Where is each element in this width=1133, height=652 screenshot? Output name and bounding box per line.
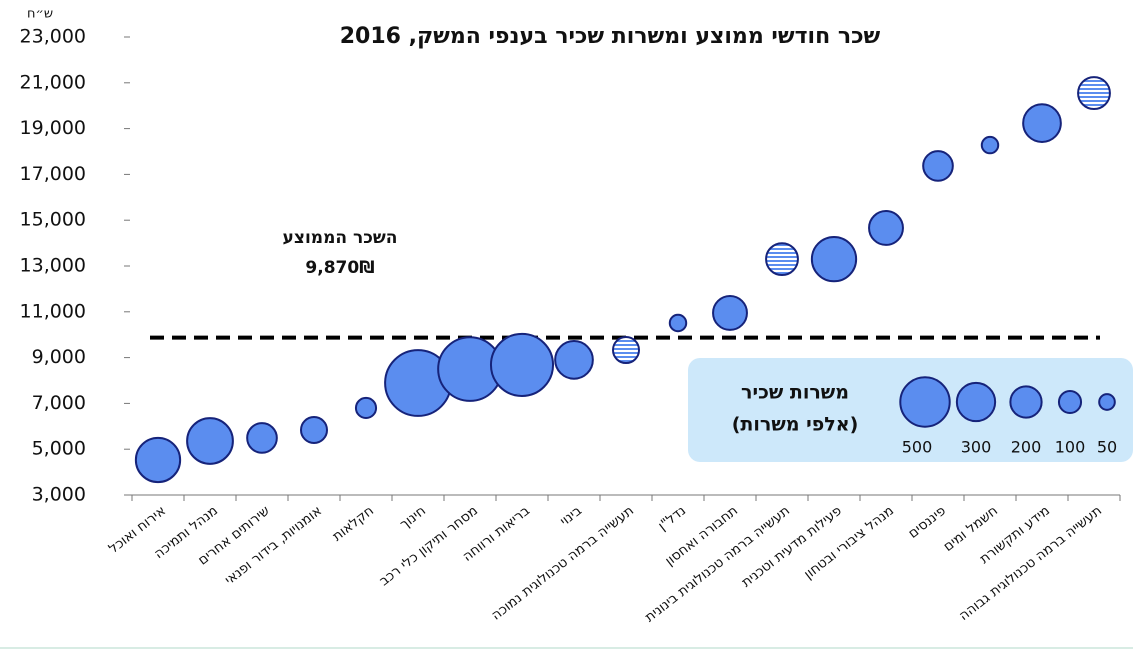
bubble bbox=[668, 313, 688, 333]
bubble bbox=[712, 294, 748, 331]
y-tick-label: 5,000 bbox=[32, 438, 86, 460]
y-tick-label: 7,000 bbox=[32, 392, 86, 414]
y-unit: ש״ח bbox=[27, 7, 53, 22]
y-tick-label: 21,000 bbox=[20, 71, 86, 93]
x-tick-label: אומנויות, בידור ופנאי bbox=[222, 503, 325, 589]
legend-bubble bbox=[955, 381, 997, 423]
legend-label: 500 bbox=[902, 438, 933, 457]
y-tick-label: 17,000 bbox=[20, 163, 86, 185]
y-tick-label: 11,000 bbox=[20, 300, 86, 322]
legend-bubble bbox=[899, 376, 951, 428]
legend-title: משרות שכיר bbox=[741, 382, 849, 404]
chart-title: שכר חודשי ממוצע ומשרות שכיר בענפי המשק, … bbox=[340, 24, 881, 49]
y-tick-label: 9,000 bbox=[32, 346, 86, 368]
x-tick-label: נדל"ן bbox=[655, 503, 689, 534]
legend-label: 100 bbox=[1055, 438, 1086, 457]
bubble bbox=[246, 422, 278, 454]
bubble bbox=[554, 340, 594, 380]
legend-bubble bbox=[1057, 389, 1083, 415]
bubble bbox=[1022, 103, 1062, 143]
x-tick-label: חינוך bbox=[397, 503, 429, 533]
y-tick-label: 19,000 bbox=[20, 117, 86, 139]
bubble bbox=[489, 332, 555, 397]
legend-title: (אלפי משרות) bbox=[732, 414, 859, 436]
y-tick-label: 23,000 bbox=[20, 26, 86, 48]
bubble bbox=[765, 242, 799, 277]
legend-label: 300 bbox=[961, 438, 992, 457]
x-tick-label: בינוי bbox=[557, 503, 585, 530]
legend-bubble bbox=[1009, 385, 1043, 419]
bubble bbox=[980, 135, 1000, 155]
average-annotation: 9,870₪ bbox=[305, 258, 374, 278]
legend-label: 200 bbox=[1011, 438, 1042, 457]
legend-bubble bbox=[1098, 393, 1116, 411]
x-tick-label: פיננסים bbox=[905, 503, 949, 542]
y-tick-label: 3,000 bbox=[32, 484, 86, 506]
bubble bbox=[810, 235, 858, 283]
bubble bbox=[868, 210, 904, 246]
y-tick-label: 13,000 bbox=[20, 255, 86, 277]
x-tick-label: מנהל ציבורי ובטחון bbox=[801, 503, 897, 583]
x-tick-label: מסחר ותיקון כלי רכב bbox=[376, 503, 481, 590]
bubble bbox=[922, 150, 954, 182]
bubble bbox=[134, 436, 182, 484]
y-tick-label: 15,000 bbox=[20, 209, 86, 231]
bubble bbox=[186, 417, 234, 465]
bubble bbox=[1077, 76, 1111, 111]
legend-label: 50 bbox=[1097, 438, 1117, 457]
average-annotation: השכר הממוצע bbox=[283, 228, 398, 248]
bubble bbox=[354, 396, 378, 420]
bubble bbox=[612, 336, 640, 365]
bubble bbox=[300, 415, 328, 444]
x-tick-label: חקלאות bbox=[330, 503, 377, 545]
